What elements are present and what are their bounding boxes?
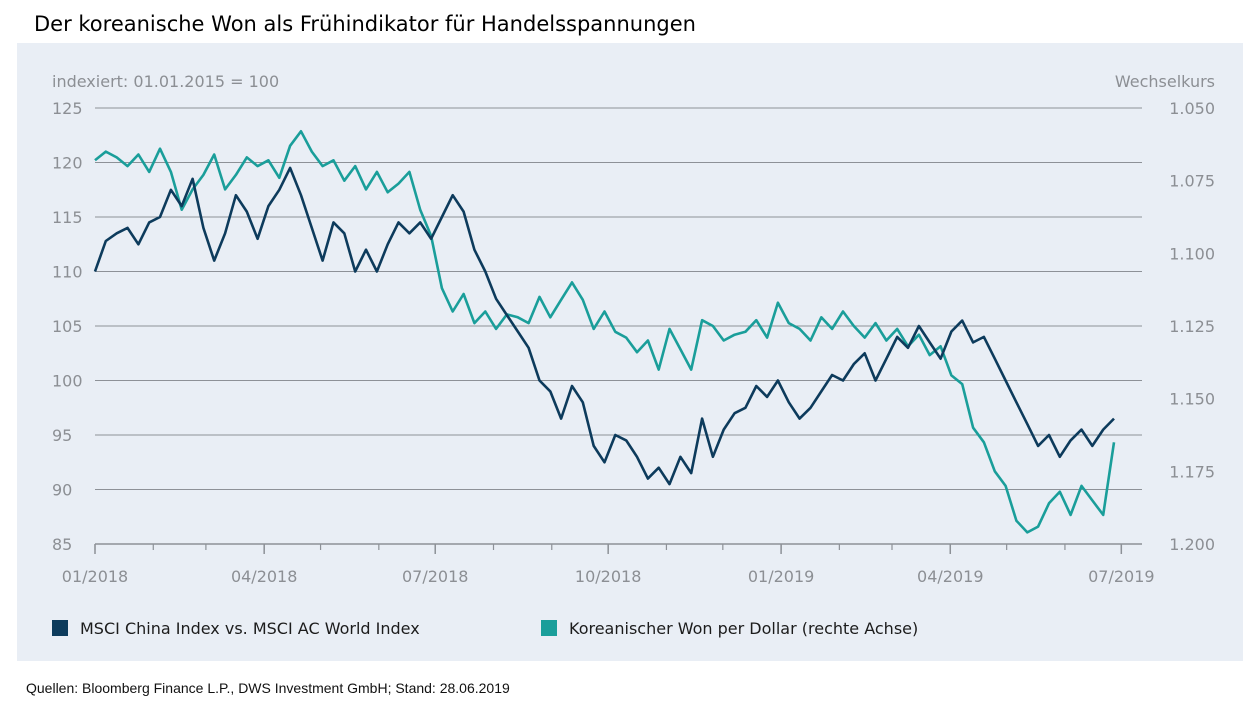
legend-swatch — [541, 620, 557, 636]
left-axis-label: indexiert: 01.01.2015 = 100 — [52, 72, 279, 91]
series-line-msci-china — [93, 166, 1115, 486]
left-tick-label: 120 — [52, 154, 83, 173]
x-tick-label: 01/2018 — [62, 567, 128, 586]
x-tick-label: 04/2018 — [231, 567, 297, 586]
left-tick-label: 85 — [52, 535, 72, 554]
right-tick-labels: 1.200 1.175 1.150 1.125 1.100 1.075 1.050 — [1169, 99, 1215, 554]
legend-label: MSCI China Index vs. MSCI AC World Index — [80, 619, 420, 638]
right-axis-label: Wechselkurs — [1115, 72, 1215, 91]
right-tick-label: 1.175 — [1169, 462, 1215, 481]
left-tick-label: 90 — [52, 481, 72, 500]
left-tick-label: 115 — [52, 208, 83, 227]
x-axis: 01/2018 04/2018 07/2018 10/2018 01/2019 04/20… — [62, 543, 1155, 586]
chart-panel — [17, 43, 1243, 661]
left-tick-label: 125 — [52, 99, 83, 118]
x-tick-label: 01/2019 — [748, 567, 814, 586]
series-line-krw-usd — [94, 130, 1116, 534]
right-tick-label: 1.050 — [1169, 99, 1215, 118]
right-tick-label: 1.075 — [1169, 172, 1215, 191]
right-tick-label: 1.200 — [1169, 535, 1215, 554]
x-tick-label: 07/2019 — [1088, 567, 1154, 586]
chart-title: Der koreanische Won als Frühindikator fü… — [34, 12, 696, 36]
right-tick-label: 1.100 — [1169, 244, 1215, 263]
right-tick-label: 1.150 — [1169, 390, 1215, 409]
source-note: Quellen: Bloomberg Finance L.P., DWS Inv… — [26, 680, 510, 696]
gridlines — [95, 107, 1142, 490]
left-tick-label: 105 — [52, 317, 83, 336]
series-lines — [93, 130, 1116, 534]
left-tick-labels: 85 90 95 100 105 110 115 120 125 — [52, 99, 83, 554]
left-tick-label: 100 — [52, 372, 83, 391]
legend-swatch — [52, 620, 68, 636]
legend: MSCI China Index vs. MSCI AC World Index… — [52, 619, 918, 638]
x-tick-label: 04/2019 — [917, 567, 983, 586]
left-tick-label: 95 — [52, 426, 72, 445]
left-tick-label: 110 — [52, 263, 83, 282]
right-tick-label: 1.125 — [1169, 317, 1215, 336]
legend-label: Koreanischer Won per Dollar (rechte Achs… — [569, 619, 918, 638]
x-tick-label: 07/2018 — [402, 567, 468, 586]
x-tick-label: 10/2018 — [575, 567, 641, 586]
